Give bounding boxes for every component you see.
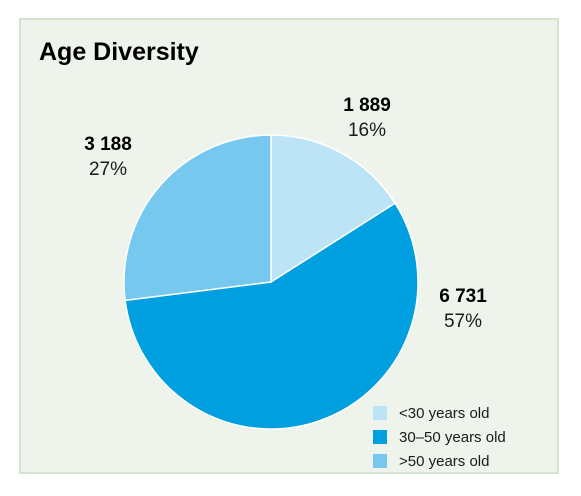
chart-card: Age Diversity 1 889 16% 6 731 57% 3 188 … (19, 18, 559, 474)
slice-percent-label-under-30: 16% (348, 120, 386, 141)
legend-item-30-50: 30–50 years old (373, 425, 506, 449)
legend-item-under-30: <30 years old (373, 401, 506, 425)
slice-count-label-30-50: 6 731 (439, 286, 487, 307)
slice-count-label-under-30: 1 889 (343, 95, 391, 116)
legend-swatch-30-50 (373, 430, 387, 444)
pie-chart: 1 889 16% 6 731 57% 3 188 27% (84, 95, 487, 430)
slice-percent-label-over-50: 27% (89, 159, 127, 180)
slice-count-label-over-50: 3 188 (84, 134, 132, 155)
legend-label-over-50: >50 years old (399, 452, 490, 470)
pie-slice-over-50 (123, 134, 272, 302)
pie-slice-30-50 (124, 202, 419, 430)
legend-item-over-50: >50 years old (373, 449, 506, 473)
slice-percent-label-30-50: 57% (444, 311, 482, 332)
chart-title: Age Diversity (39, 38, 199, 66)
legend-label-under-30: <30 years old (399, 404, 490, 422)
chart-legend: <30 years old 30–50 years old >50 years … (373, 401, 506, 473)
legend-label-30-50: 30–50 years old (399, 428, 506, 446)
legend-swatch-over-50 (373, 454, 387, 468)
pie-slice-under-30 (270, 134, 397, 284)
pie-slices (123, 134, 419, 430)
legend-swatch-under-30 (373, 406, 387, 420)
